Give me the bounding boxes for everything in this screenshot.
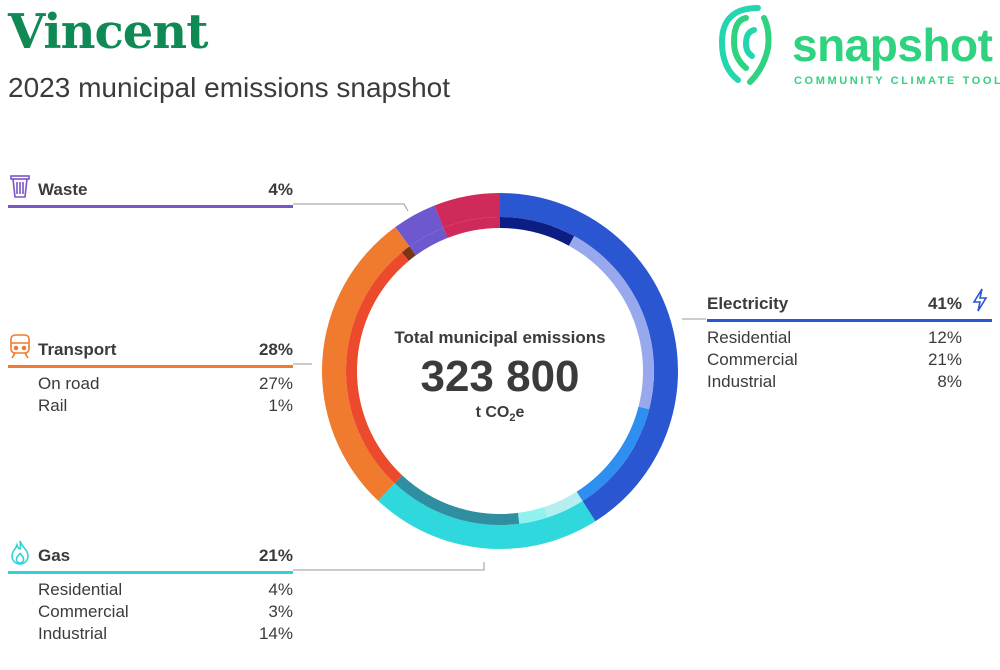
- section-pct-transport: 28%: [258, 340, 293, 359]
- section-name-waste: Waste: [38, 180, 88, 199]
- outer-slice-gas: [378, 483, 596, 549]
- sub-pct: 4%: [268, 580, 293, 599]
- list-item: On road 27%: [8, 374, 293, 396]
- lightning-icon: [972, 288, 988, 312]
- section-waste: Waste 4%: [8, 175, 293, 208]
- section-rule-waste: [8, 205, 293, 208]
- center-unit: t CO2e: [360, 404, 640, 424]
- section-pct-electricity: 41%: [927, 294, 962, 313]
- inner-slice-electricity-industrial: [500, 217, 575, 246]
- logo-tagline: COMMUNITY CLIMATE TOOL: [794, 75, 1000, 87]
- section-gas: Gas 21% Residential 4% Commercial 3% Indus…: [8, 540, 293, 646]
- logo-wordmark: snapshot: [792, 19, 993, 71]
- inner-slice-gas-residential: [544, 491, 583, 518]
- center-label: Total municipal emissions: [394, 328, 606, 347]
- sub-name: Residential: [38, 580, 123, 599]
- section-name-electricity: Electricity: [707, 294, 789, 313]
- outer-slice-transport: [322, 226, 410, 501]
- outer-ring: [322, 193, 679, 549]
- flame-icon: [11, 540, 29, 565]
- section-pct-waste: 4%: [268, 180, 293, 199]
- snapshot-logo: snapshot COMMUNITY CLIMATE TOOL: [714, 2, 1000, 92]
- list-item: Industrial 14%: [8, 624, 293, 646]
- sub-pct: 27%: [258, 374, 293, 393]
- section-rule-transport: [8, 365, 293, 368]
- outer-slice-electricity: [500, 193, 679, 522]
- section-transport: Transport 28% On road 27% Rail 1%: [8, 334, 293, 418]
- unit-subscript: 2: [509, 412, 516, 425]
- outer-slice-segment-4: [434, 193, 500, 228]
- fingerprint-logo-icon: [718, 5, 772, 85]
- list-item: Industrial 8%: [707, 372, 962, 394]
- report-subtitle: 2023 municipal emissions snapshot: [8, 72, 451, 103]
- inner-slice-gas-industrial: [394, 475, 520, 525]
- inner-slice-electricity-residential: [576, 406, 650, 502]
- leader-gas: [293, 562, 485, 571]
- section-name-gas: Gas: [38, 546, 71, 565]
- section-rule-electricity: [707, 319, 992, 322]
- sub-pct: 12%: [927, 328, 962, 347]
- inner-slice-gas-commercial: [517, 507, 548, 524]
- trash-icon: [10, 175, 30, 198]
- sub-pct: 3%: [268, 602, 293, 621]
- sub-name: On road: [38, 374, 100, 393]
- sub-name: Industrial: [707, 372, 776, 391]
- inner-slice-waste: [409, 227, 448, 256]
- inner-ring: [346, 217, 654, 525]
- unit-prefix: t CO: [475, 404, 510, 421]
- section-header-electricity: Electricity 41%: [707, 288, 992, 316]
- center-total: 323 800: [420, 352, 580, 401]
- unit-suffix: e: [515, 404, 525, 421]
- sub-pct: 21%: [927, 350, 962, 369]
- sub-pct: 1%: [268, 396, 293, 415]
- leader-lines: [293, 203, 706, 571]
- sub-name: Commercial: [707, 350, 798, 369]
- sub-name: Commercial: [38, 602, 129, 621]
- leader-waste: [293, 203, 409, 212]
- inner-slice-electricity-commercial: [568, 236, 654, 410]
- section-electricity: Electricity 41% Residential 12% Commercia…: [707, 288, 992, 394]
- sub-pct: 14%: [258, 624, 293, 643]
- inner-slice-transport-on-road: [346, 252, 409, 484]
- list-item: Commercial 3%: [8, 602, 293, 624]
- list-item: Residential 4%: [8, 580, 293, 602]
- inner-slice-transport-rail: [401, 246, 416, 261]
- inner-slice-segment-9: [443, 217, 500, 239]
- report-title: Vincent: [8, 4, 208, 60]
- sub-name: Residential: [707, 328, 792, 347]
- sub-name: Industrial: [38, 624, 107, 643]
- section-name-transport: Transport: [38, 340, 117, 359]
- train-icon: [10, 334, 30, 359]
- section-header-waste: Waste 4%: [8, 175, 293, 202]
- sub-pct: 8%: [937, 372, 962, 391]
- outer-slice-waste: [395, 205, 444, 247]
- sub-name: Rail: [38, 396, 68, 415]
- section-rule-gas: [8, 571, 293, 574]
- list-item: Residential 12%: [707, 328, 962, 350]
- section-pct-gas: 21%: [258, 546, 293, 565]
- section-header-gas: Gas 21%: [8, 540, 293, 568]
- list-item: Commercial 21%: [707, 350, 962, 372]
- list-item: Rail 1%: [8, 396, 293, 418]
- section-header-transport: Transport 28%: [8, 334, 293, 362]
